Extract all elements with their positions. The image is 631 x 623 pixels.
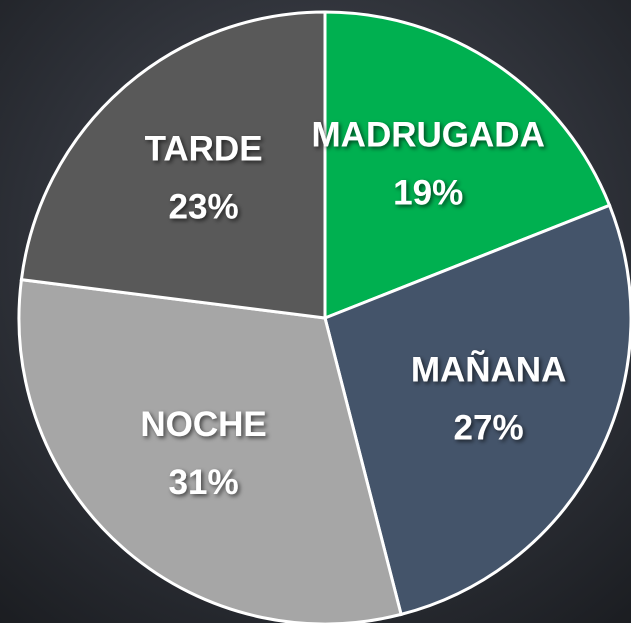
slice-label: TARDE [145,130,263,169]
slice-label: NOCHE [140,405,266,444]
slice-value-label: 23% [169,188,239,227]
slice-value-label: 19% [393,173,463,212]
slice-label: MAÑANA [411,351,567,390]
slice-value-label: 27% [454,409,524,448]
page: MADRUGADA19%MAÑANA27%NOCHE31%TARDE23% ((… [0,0,631,623]
slice-value-label: 31% [169,463,239,502]
chart: MADRUGADA 19% MAÑANA 27% NOCHE 31% TARDE 23% [0,0,631,623]
slice-label: MADRUGADA [312,115,545,154]
